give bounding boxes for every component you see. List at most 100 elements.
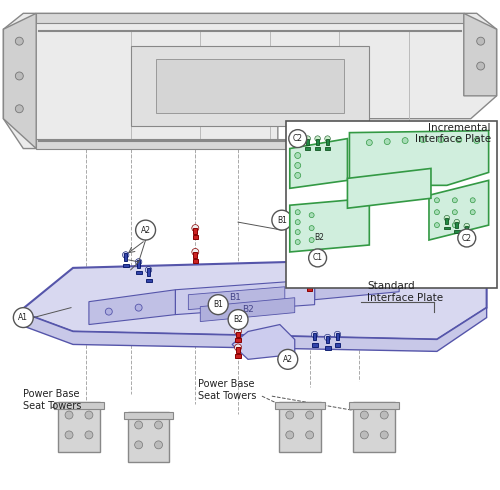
Circle shape [452, 210, 458, 215]
Text: A2: A2 [283, 355, 293, 364]
Circle shape [312, 331, 318, 338]
Circle shape [294, 172, 300, 178]
Circle shape [306, 212, 313, 219]
Circle shape [306, 411, 314, 419]
Circle shape [366, 140, 372, 146]
Text: B1: B1 [229, 293, 241, 302]
Circle shape [134, 421, 142, 429]
Circle shape [354, 269, 361, 275]
Circle shape [234, 344, 242, 351]
FancyBboxPatch shape [308, 280, 312, 286]
Circle shape [234, 328, 242, 335]
Circle shape [454, 220, 460, 225]
FancyBboxPatch shape [236, 347, 240, 353]
Polygon shape [279, 402, 320, 452]
Circle shape [85, 411, 93, 419]
Polygon shape [156, 59, 344, 113]
Circle shape [315, 136, 320, 142]
FancyBboxPatch shape [286, 121, 496, 288]
Polygon shape [58, 402, 100, 452]
Circle shape [295, 220, 300, 224]
Circle shape [16, 37, 24, 45]
Circle shape [414, 269, 420, 275]
FancyBboxPatch shape [122, 264, 128, 268]
FancyBboxPatch shape [307, 222, 312, 226]
FancyBboxPatch shape [194, 252, 198, 258]
Circle shape [146, 267, 152, 273]
Circle shape [458, 229, 475, 247]
Circle shape [334, 331, 340, 338]
Polygon shape [275, 402, 324, 409]
Text: C2: C2 [462, 234, 472, 243]
Polygon shape [350, 402, 399, 409]
FancyBboxPatch shape [192, 259, 198, 263]
Circle shape [464, 223, 469, 229]
Circle shape [154, 421, 162, 429]
Polygon shape [20, 258, 486, 340]
Circle shape [135, 304, 142, 311]
Circle shape [452, 222, 458, 227]
Circle shape [295, 230, 300, 235]
Circle shape [476, 62, 484, 70]
Circle shape [289, 130, 306, 147]
Text: A1: A1 [18, 313, 28, 322]
Text: Power Base
Seat Towers: Power Base Seat Towers [198, 379, 256, 401]
Circle shape [306, 431, 314, 439]
Polygon shape [232, 324, 294, 359]
Polygon shape [36, 13, 464, 23]
FancyBboxPatch shape [455, 222, 458, 228]
FancyBboxPatch shape [194, 228, 198, 234]
Circle shape [286, 431, 294, 439]
Circle shape [294, 152, 300, 158]
FancyBboxPatch shape [336, 333, 339, 341]
FancyBboxPatch shape [444, 226, 450, 229]
Polygon shape [200, 298, 294, 321]
Polygon shape [429, 180, 488, 240]
Circle shape [136, 259, 142, 265]
Polygon shape [20, 308, 486, 351]
Circle shape [309, 213, 314, 218]
FancyBboxPatch shape [465, 226, 468, 232]
Polygon shape [130, 46, 370, 125]
Polygon shape [124, 412, 174, 419]
Circle shape [208, 294, 228, 315]
Polygon shape [188, 287, 285, 310]
FancyBboxPatch shape [147, 269, 150, 276]
Polygon shape [89, 290, 176, 324]
Polygon shape [350, 131, 488, 185]
FancyBboxPatch shape [325, 147, 330, 150]
Circle shape [452, 198, 458, 203]
Circle shape [294, 163, 300, 169]
Text: B2: B2 [233, 315, 243, 324]
Polygon shape [128, 412, 170, 462]
Text: C2: C2 [292, 134, 302, 143]
Circle shape [106, 308, 112, 315]
Circle shape [325, 136, 330, 142]
Circle shape [154, 441, 162, 449]
FancyBboxPatch shape [446, 218, 448, 224]
Polygon shape [4, 13, 496, 148]
Circle shape [134, 441, 142, 449]
Text: B2: B2 [314, 233, 324, 242]
FancyBboxPatch shape [137, 260, 140, 268]
FancyBboxPatch shape [236, 354, 241, 358]
Circle shape [306, 276, 313, 283]
FancyBboxPatch shape [326, 336, 330, 343]
Circle shape [310, 227, 330, 247]
Circle shape [192, 248, 199, 255]
Circle shape [65, 431, 73, 439]
Polygon shape [354, 402, 395, 452]
Circle shape [384, 265, 390, 271]
Polygon shape [290, 198, 370, 252]
Circle shape [122, 252, 129, 258]
Circle shape [380, 411, 388, 419]
FancyBboxPatch shape [326, 139, 329, 145]
FancyBboxPatch shape [315, 147, 320, 150]
FancyBboxPatch shape [306, 139, 310, 145]
Polygon shape [348, 169, 431, 208]
Text: C1: C1 [312, 253, 322, 263]
FancyBboxPatch shape [124, 253, 128, 261]
Text: Standard
Interface Plate: Standard Interface Plate [368, 281, 444, 302]
Text: B2: B2 [242, 305, 254, 314]
Polygon shape [54, 402, 104, 409]
